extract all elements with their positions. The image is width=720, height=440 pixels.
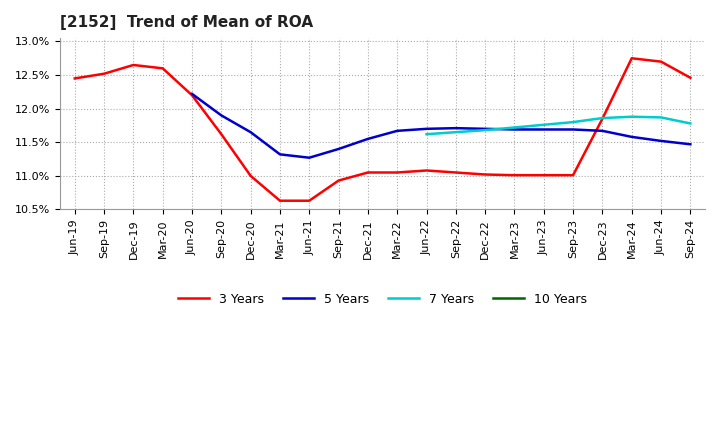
3 Years [539,172,548,178]
5 Years [422,126,431,132]
3 Years [71,76,79,81]
5 Years [481,126,490,132]
5 Years [305,155,314,160]
5 Years [598,128,607,133]
3 Years [627,55,636,61]
3 Years [481,172,490,177]
3 Years [188,92,197,98]
3 Years [510,172,519,178]
3 Years [686,75,695,81]
7 Years [539,122,548,128]
7 Years [686,121,695,126]
Legend: 3 Years, 5 Years, 7 Years, 10 Years: 3 Years, 5 Years, 7 Years, 10 Years [173,288,593,311]
3 Years [569,172,577,178]
5 Years [393,128,402,133]
3 Years [334,178,343,183]
3 Years [217,132,225,137]
7 Years [598,115,607,121]
5 Years [334,147,343,152]
Line: 5 Years: 5 Years [192,94,690,158]
7 Years [451,129,460,135]
5 Years [627,134,636,139]
5 Years [217,113,225,118]
5 Years [657,138,665,143]
5 Years [364,136,372,142]
3 Years [393,170,402,175]
5 Years [510,127,519,132]
3 Years [276,198,284,203]
7 Years [657,115,665,120]
Line: 7 Years: 7 Years [426,117,690,134]
Line: 3 Years: 3 Years [75,58,690,201]
5 Years [539,127,548,132]
5 Years [276,152,284,157]
5 Years [246,129,255,135]
3 Years [158,66,167,71]
3 Years [451,170,460,175]
7 Years [510,125,519,130]
7 Years [569,120,577,125]
5 Years [686,142,695,147]
3 Years [129,62,138,68]
7 Years [627,114,636,119]
3 Years [305,198,314,203]
5 Years [451,125,460,131]
7 Years [481,128,490,133]
3 Years [598,116,607,121]
5 Years [188,91,197,96]
Text: [2152]  Trend of Mean of ROA: [2152] Trend of Mean of ROA [60,15,313,30]
3 Years [100,71,109,77]
3 Years [364,170,372,175]
3 Years [657,59,665,64]
5 Years [569,127,577,132]
3 Years [246,173,255,179]
7 Years [422,132,431,137]
3 Years [422,168,431,173]
